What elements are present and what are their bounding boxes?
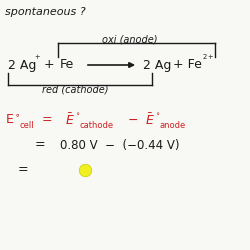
Text: +: +: [44, 58, 54, 71]
Text: $^+$: $^+$: [33, 54, 41, 64]
Text: cathode: cathode: [80, 120, 114, 130]
Text: $^\circ$: $^\circ$: [74, 111, 80, 121]
Text: =: =: [18, 164, 28, 176]
Text: E$^\circ$: E$^\circ$: [5, 114, 21, 126]
Text: 2 Ag: 2 Ag: [8, 58, 36, 71]
Text: $\bar{E}$: $\bar{E}$: [145, 112, 155, 128]
Text: anode: anode: [160, 120, 186, 130]
Text: oxi (anode): oxi (anode): [102, 34, 158, 44]
Text: −: −: [128, 114, 138, 126]
Text: spontaneous ?: spontaneous ?: [5, 7, 86, 17]
Text: $^{2+}$: $^{2+}$: [202, 54, 214, 64]
Text: cell: cell: [20, 120, 34, 130]
Text: 0.80 V  −  (−0.44 V): 0.80 V − (−0.44 V): [60, 138, 180, 151]
Text: 2 Ag: 2 Ag: [143, 58, 172, 71]
Text: red (cathode): red (cathode): [42, 85, 108, 95]
Text: Fe: Fe: [60, 58, 74, 71]
Text: $^\circ$: $^\circ$: [154, 111, 160, 121]
Text: =: =: [35, 138, 45, 151]
Text: =: =: [42, 114, 52, 126]
Text: + Fe: + Fe: [173, 58, 202, 71]
Text: $\bar{E}$: $\bar{E}$: [65, 112, 75, 128]
